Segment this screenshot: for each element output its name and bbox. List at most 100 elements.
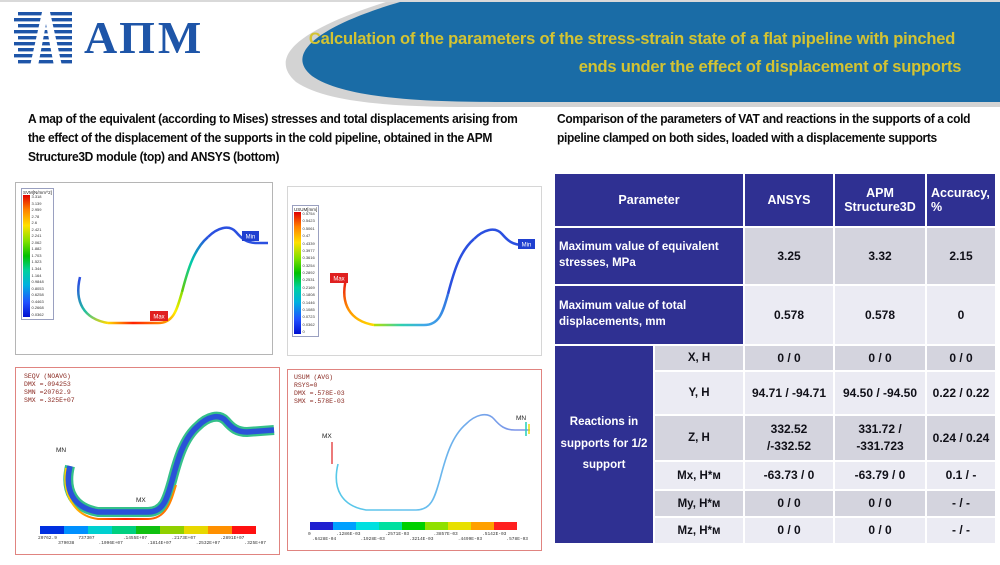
legend-value: 0.6258: [31, 292, 44, 298]
value-cell: 0.578: [835, 286, 925, 344]
banner-blue-shape: [302, 2, 1000, 102]
figure-apm-displacement-map: Max Min USUM[mm] 0.5754 0.5423 0.5061 0.47 0…: [287, 186, 542, 356]
table-row: Mx, H*м -63.73 / 0 -63.79 / 0 0.1 / -: [555, 462, 995, 489]
legend-value: 0.4339: [302, 240, 315, 246]
legend-value: 0.1808: [302, 292, 315, 298]
mx-marker: MX: [322, 433, 332, 440]
legend-value: 2.421: [31, 226, 42, 232]
colorbar-label: .4499E-03: [457, 537, 483, 542]
col-header-parameter: Parameter: [555, 174, 743, 226]
colorbar-label: .3857E-03: [433, 532, 458, 537]
min-marker: Min: [518, 239, 535, 249]
caption-left: A map of the equivalent (according to Mi…: [28, 112, 518, 164]
value-cell: 0 / 0: [745, 346, 833, 370]
info-line: RSYS=0: [294, 382, 318, 389]
ansys-displacement-plot: MX MN: [310, 413, 530, 530]
legend-colorbar: [294, 212, 301, 334]
value-cell: 331.72 / -331.723: [835, 416, 925, 460]
legend-value: 0.5061: [302, 225, 315, 231]
info-line: SMX =.578E-03: [294, 398, 345, 405]
sub-label-cell: Y, H: [655, 372, 743, 414]
value-cell: -63.73 / 0: [745, 462, 833, 489]
sub-label-cell: My, H*м: [655, 491, 743, 516]
colorbar-label: .325E+07: [244, 541, 266, 546]
legend-value: 0.2169: [302, 284, 315, 290]
table-row: Reactions in supports for 1/2 support X,…: [555, 346, 995, 543]
legend-value: 0.2668: [31, 305, 44, 311]
logo-text: АПМ: [84, 12, 205, 63]
legend-value: 0.9848: [31, 279, 44, 285]
ansys-stress-colorbar: [40, 526, 256, 534]
legend-value: 2.959: [31, 207, 42, 213]
sub-label-cell: X, H: [655, 346, 743, 370]
legend-value: 0.0362: [31, 311, 44, 317]
legend-title: SVM[N/mm^2]: [23, 190, 52, 195]
apm-logo-icon: [14, 12, 72, 66]
legend-value: 0.3254: [302, 262, 315, 268]
value-cell: 0.24 / 0.24: [927, 416, 995, 460]
legend-title: USUM[mm]: [294, 207, 318, 212]
value-cell: 0 / 0: [927, 346, 995, 370]
page-title-line1: Calculation of the parameters of the str…: [308, 30, 956, 48]
value-cell: 0 / 0: [835, 518, 925, 543]
value-cell: 3.32: [835, 228, 925, 284]
value-cell: - / -: [927, 491, 995, 516]
legend-value: 0.2892: [302, 270, 315, 275]
logo-silhouette: [30, 12, 62, 66]
ansys-displacement-info: USUM (AVG) RSYS=0 DMX =.578E-03 SMX =.578E-…: [294, 374, 345, 406]
apm-logo: АПМ: [14, 10, 204, 66]
info-line: DMX =.094253: [24, 381, 71, 388]
colorbar-label: .2891E+07: [220, 536, 245, 541]
ansys-displacement-colorbar: [310, 522, 517, 530]
legend-values: 3.318 3.139 2.959 2.78 2.6 2.421 2.241 2.062 1.8…: [32, 195, 44, 317]
legend-value: 0.3977: [302, 247, 315, 253]
colorbar-label: 0: [308, 532, 311, 537]
apm-stress-plot: Max Min: [77, 226, 268, 325]
legend-value: 3.139: [31, 200, 42, 206]
svg-text:Min: Min: [522, 243, 532, 249]
ansys-stress-colorbar-labels: 20762.9 379038 737307.1096E+07.1455E+07.18…: [38, 536, 266, 546]
table-row: Y, H 94.71 / -94.71 94.50 / -94.50 0.22 …: [555, 372, 995, 414]
info-line: DMX =.578E-03: [294, 390, 345, 397]
table-header-row: Parameter ANSYS APM Structure3D Accuracy…: [555, 174, 995, 226]
legend-values: 0.5754 0.5423 0.5061 0.47 0.4339 0.3977 0.3616…: [303, 212, 315, 334]
legend-value: 1.703: [31, 252, 42, 258]
legend-value: 2.78: [31, 213, 40, 219]
colorbar-label: .5142E-03: [482, 532, 507, 537]
colorbar-label: .1928E-03: [360, 537, 385, 542]
table-row: Maximum value of total displacements, mm…: [555, 286, 995, 344]
colorbar-label: .6428E-04: [311, 537, 337, 542]
info-line: SEQV (NOAVG): [24, 373, 71, 380]
legend-value: 0: [302, 329, 305, 334]
value-cell: 0 / 0: [745, 491, 833, 516]
colorbar-label: .2173E+07: [171, 536, 196, 541]
svg-text:Min: Min: [246, 235, 256, 241]
legend-value: 1.344: [31, 266, 42, 272]
value-cell: - / -: [927, 518, 995, 543]
max-marker: Max: [150, 311, 168, 321]
apm-displacement-legend: USUM[mm] 0.5754 0.5423 0.5061 0.47 0.4339 0.3…: [292, 205, 320, 337]
legend-value: 2.062: [31, 239, 42, 245]
figure-ansys-stress: MN MX SEQV (NOAVG) DMX =.094253 SMN =20762…: [15, 367, 280, 555]
col-header-accuracy: Accuracy, %: [927, 174, 995, 226]
apm-displacement-plot: Max Min: [330, 228, 535, 327]
legend-value: 0.47: [302, 233, 311, 239]
mn-marker: MN: [516, 415, 526, 422]
colorbar-label: 737307: [78, 536, 95, 541]
legend-colorbar: [23, 195, 30, 317]
legend-value: 0.4463: [31, 298, 44, 304]
caption-right: Comparison of the parameters of VAT and …: [557, 112, 971, 145]
value-cell: 3.25: [745, 228, 833, 284]
param-cell: Maximum value of total displacements, mm: [555, 286, 743, 344]
reactions-group-cell: Reactions in supports for 1/2 support: [555, 346, 653, 543]
ansys-stress-info: SEQV (NOAVG) DMX =.094253 SMN =20762.9 SMX …: [24, 373, 75, 405]
colorbar-label: .3214E-03: [409, 537, 434, 542]
ansys-stress-plot: MN MX: [40, 411, 275, 534]
value-cell: 332.52 /-332.52: [745, 416, 833, 460]
legend-value: 1.523: [31, 259, 42, 265]
legend-value: 0.1446: [302, 299, 315, 305]
colorbar-label: .578E-03: [506, 537, 528, 542]
colorbar-label: 379038: [58, 541, 75, 546]
value-cell: 0.22 / 0.22: [927, 372, 995, 414]
